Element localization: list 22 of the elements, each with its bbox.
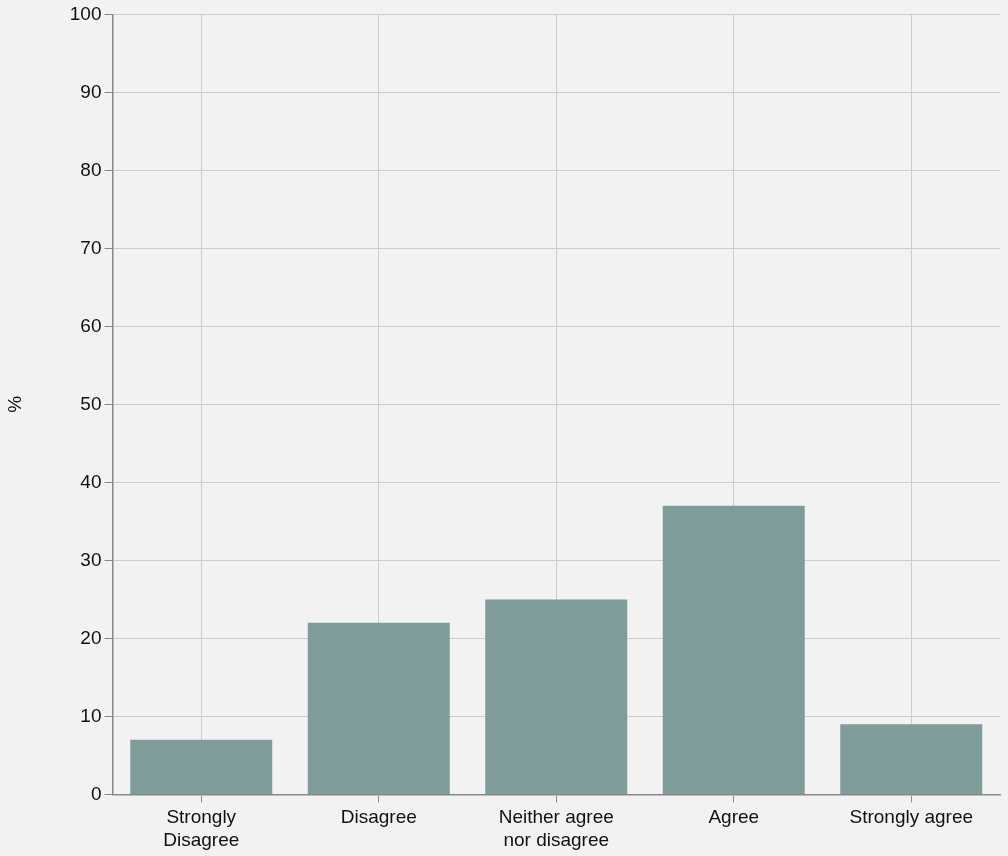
y-tick-label: 100 <box>69 2 102 24</box>
x-tick-label: Strongly agree <box>849 806 974 828</box>
y-tick-label: 50 <box>80 392 102 414</box>
y-axis-title: % <box>3 395 25 413</box>
y-tick-label: 0 <box>90 782 102 804</box>
bar <box>307 622 450 794</box>
x-tick-label: Disagree <box>340 806 417 828</box>
y-tick-label: 10 <box>80 704 102 726</box>
x-tick-label: Agree <box>708 806 760 828</box>
x-tick-label: Neither agree nor disagree <box>498 806 614 850</box>
bar <box>840 724 983 794</box>
bar <box>662 505 805 794</box>
y-tick-label: 30 <box>80 548 102 570</box>
y-tick-label: 20 <box>80 626 102 648</box>
y-tick-label: 40 <box>80 470 102 492</box>
bar <box>485 599 628 794</box>
y-tick-label: 80 <box>80 158 102 180</box>
bar <box>130 739 273 794</box>
y-tick-label: 60 <box>80 314 102 336</box>
y-tick-label: 90 <box>80 80 102 102</box>
x-tick-label: Strongly Disagree <box>163 806 240 850</box>
y-tick-label: 70 <box>80 236 102 258</box>
